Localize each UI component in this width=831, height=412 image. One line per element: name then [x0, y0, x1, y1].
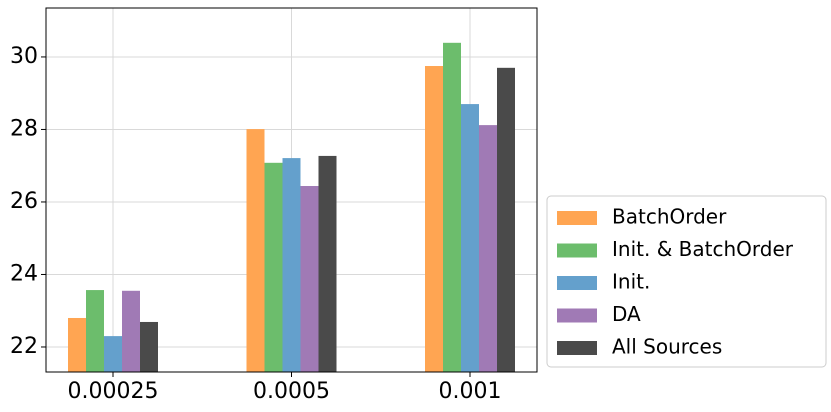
- legend-label: Init. & BatchOrder: [612, 237, 794, 261]
- bar: [300, 186, 319, 372]
- bar: [318, 155, 337, 372]
- bar: [425, 66, 443, 372]
- bar: [264, 162, 283, 372]
- y-tick-label: 30: [10, 44, 38, 69]
- bar: [86, 290, 104, 372]
- legend-swatch: [557, 341, 597, 355]
- x-tick-label: 0.00025: [68, 379, 159, 404]
- bar: [479, 125, 497, 373]
- x-tick-label: 0.0005: [253, 379, 330, 404]
- legend-swatch: [557, 308, 597, 323]
- legend-swatch: [557, 276, 597, 290]
- legend-swatch: [557, 211, 597, 225]
- legend-label: DA: [612, 302, 641, 326]
- y-tick-label: 28: [10, 116, 38, 141]
- bar: [282, 158, 301, 372]
- y-tick-label: 24: [10, 261, 38, 286]
- bar: [68, 317, 86, 372]
- bar: [443, 42, 461, 372]
- bar: [140, 321, 158, 372]
- legend-box: [546, 195, 827, 368]
- bar: [497, 67, 515, 373]
- bar: [461, 104, 479, 373]
- legend-label: BatchOrder: [612, 205, 727, 229]
- bar: [104, 336, 122, 372]
- x-tick-label: 0.001: [439, 379, 502, 404]
- y-tick-label: 26: [10, 189, 38, 214]
- bar: [122, 290, 140, 372]
- plot-frame: [45, 7, 538, 373]
- legend-swatch: [557, 243, 597, 258]
- bar: [246, 129, 265, 372]
- legend-label: Init.: [612, 270, 650, 294]
- legend-label: All Sources: [612, 335, 722, 359]
- y-tick-label: 22: [10, 334, 38, 359]
